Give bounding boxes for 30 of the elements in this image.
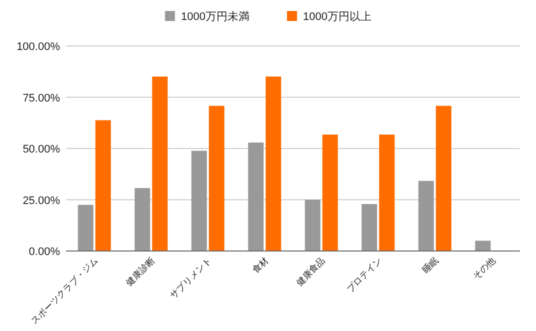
x-tick-label: 健康診断: [124, 255, 157, 288]
bar: [208, 106, 224, 251]
bar: [304, 200, 320, 251]
legend-label: 1000万円以上: [303, 10, 372, 23]
x-tick-label: スポーツクラブ・ジム: [29, 255, 100, 326]
bar: [362, 204, 378, 251]
legend-label: 1000万円未満: [181, 10, 250, 23]
x-tick-label: 食材: [250, 255, 270, 276]
x-tick-label: 睡眠: [420, 255, 440, 276]
y-tick-label: 25.00%: [22, 194, 60, 207]
bar: [152, 76, 168, 251]
x-tick-label: サプリメント: [168, 255, 214, 301]
bar: [248, 142, 264, 251]
bar: [475, 240, 491, 251]
x-tick-label: 健康食品: [294, 255, 327, 288]
y-tick-label: 50.00%: [22, 144, 60, 156]
bar: [266, 76, 282, 251]
bar: [95, 120, 111, 251]
x-tick-label: プロテイン: [344, 255, 384, 294]
bar: [322, 134, 338, 251]
bar: [436, 106, 452, 251]
bar: [418, 180, 434, 251]
bar: [134, 188, 150, 251]
y-tick-label: 75.00%: [22, 92, 60, 104]
y-tick-label: 100.00%: [16, 41, 60, 53]
bar: [78, 204, 94, 251]
bar: [191, 150, 207, 251]
x-tick-label: その他: [470, 255, 498, 282]
y-tick-label: 0.00%: [28, 246, 60, 258]
bar: [379, 134, 395, 251]
